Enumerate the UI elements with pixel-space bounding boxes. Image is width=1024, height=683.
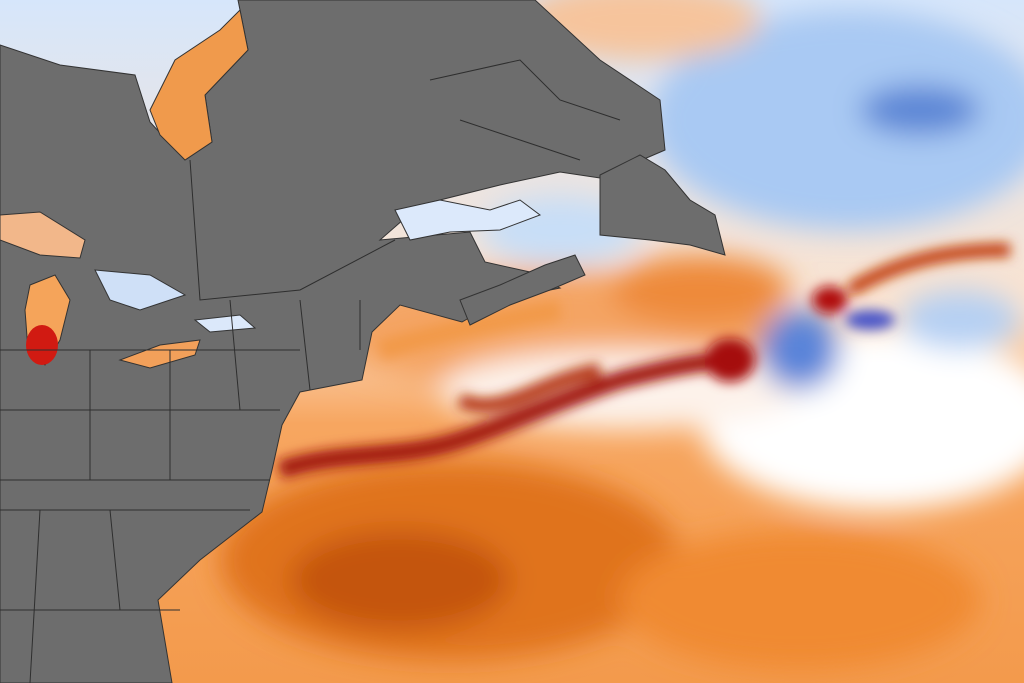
warm-core [277,243,1011,479]
great-lakes [0,8,542,369]
land-nova-scotia [459,254,586,326]
land-newfoundland [599,154,726,256]
borders [0,59,621,683]
